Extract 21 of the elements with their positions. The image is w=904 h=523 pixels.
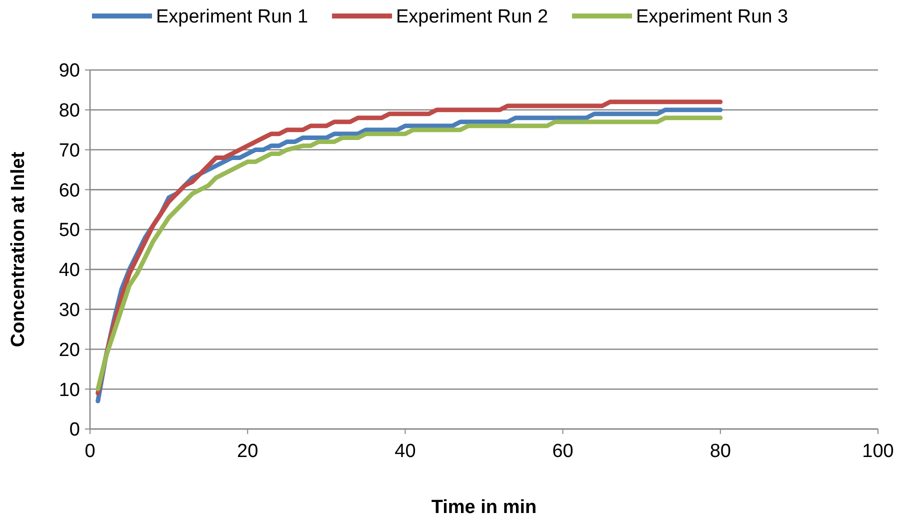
y-tick-label: 20: [58, 340, 80, 361]
y-tick-label: 70: [58, 140, 80, 162]
x-tick-label: 40: [394, 441, 416, 462]
y-tick-label: 60: [58, 180, 80, 202]
x-tick-label: 0: [84, 441, 96, 462]
x-tick-label: 60: [552, 441, 574, 462]
x-axis-title: Time in min: [431, 497, 537, 518]
x-tick-label: 80: [710, 441, 731, 462]
y-tick-label: 30: [58, 300, 80, 321]
legend-label: Experiment Run 3: [636, 6, 788, 28]
y-tick-label: 40: [58, 260, 80, 282]
y-axis-title: Concentration at Inlet: [8, 151, 29, 348]
x-tick-label: 100: [862, 441, 894, 462]
y-tick-label: 10: [58, 380, 80, 401]
y-tick-label: 0: [69, 420, 80, 441]
x-tick-label: 20: [237, 441, 258, 462]
y-tick-label: 50: [58, 220, 80, 242]
y-tick-label: 80: [58, 100, 80, 122]
legend-label: Experiment Run 1: [156, 6, 308, 28]
legend-label: Experiment Run 2: [396, 6, 548, 28]
y-tick-label: 90: [58, 60, 80, 82]
